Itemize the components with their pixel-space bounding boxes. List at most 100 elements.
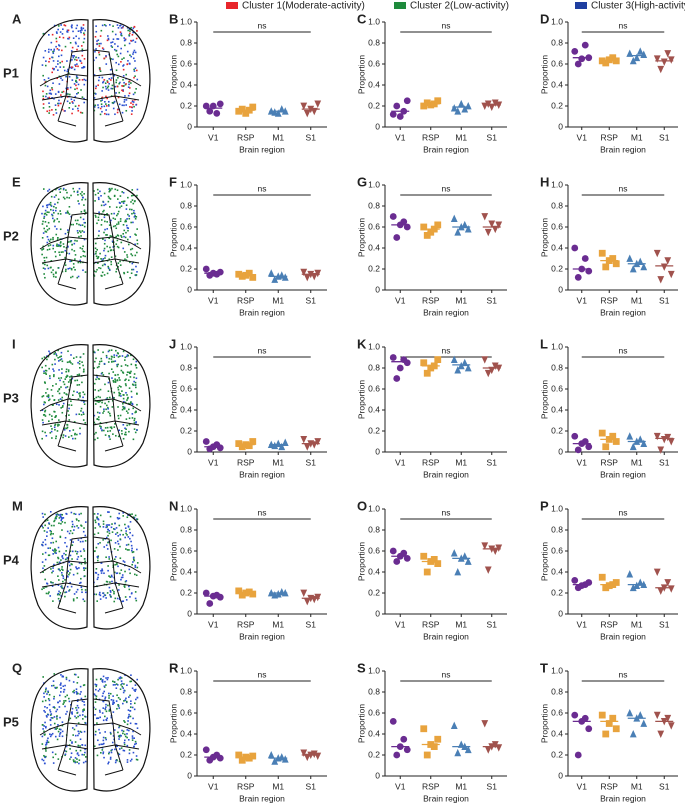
data-point: [310, 595, 318, 604]
brain-dot: [113, 100, 116, 103]
brain-dot: [72, 760, 75, 763]
brain-dot: [113, 101, 115, 104]
brain-dot: [79, 261, 82, 264]
brain-dot: [69, 564, 71, 567]
brain-dot: [73, 99, 76, 102]
brain-dot: [52, 209, 55, 212]
brain-dot: [128, 408, 130, 411]
brain-dot: [128, 80, 131, 83]
brain-dot: [103, 231, 105, 234]
brain-dot: [62, 381, 65, 383]
x-axis-label: Brain region: [600, 469, 646, 479]
brain-dot: [58, 419, 60, 421]
brain-dot: [124, 95, 126, 97]
brain-dot: [136, 403, 138, 406]
brain-dot: [50, 41, 53, 44]
brain-dot: [103, 204, 105, 207]
brain-dot: [130, 40, 133, 42]
brain-dot: [78, 513, 81, 516]
x-axis-label: Brain region: [239, 144, 285, 154]
y-tick-label: 0.4: [180, 566, 192, 576]
brain-dot: [125, 220, 128, 223]
brain-dot: [63, 701, 65, 704]
data-point: [461, 220, 469, 229]
brain-dot: [93, 190, 95, 192]
brain-dot: [71, 707, 74, 710]
brain-dot: [128, 423, 131, 426]
brain-dot: [44, 756, 47, 759]
x-tick-label: RSP: [422, 619, 440, 629]
brain-dot: [123, 700, 125, 702]
brain-dot: [64, 699, 67, 702]
brain-dot: [46, 241, 49, 244]
brain-dot: [51, 363, 54, 366]
brain-dot: [128, 585, 130, 588]
brain-dot: [103, 408, 105, 411]
brain-dot: [94, 50, 96, 53]
brain-dot: [126, 254, 128, 256]
brain-dot: [131, 212, 133, 215]
brain-dot: [127, 29, 130, 32]
brain-dot: [70, 756, 72, 758]
data-point: [427, 101, 435, 109]
brain-dot: [44, 212, 47, 215]
brain-dot: [134, 566, 137, 569]
brain-dot: [128, 430, 130, 433]
brain-dot: [49, 201, 52, 204]
brain-dot: [98, 743, 101, 746]
brain-dot: [107, 38, 110, 41]
significance-label: ns: [442, 20, 451, 30]
brain-dot: [59, 731, 62, 734]
brain-dot: [133, 76, 135, 79]
brain-dot: [83, 730, 86, 733]
brain-dot: [100, 569, 102, 572]
brain-dot: [76, 374, 79, 376]
brain-dot: [60, 77, 62, 80]
y-tick-label: 0.8: [368, 686, 380, 696]
data-point: [400, 218, 408, 226]
brain-dot: [93, 105, 96, 108]
panel-letter: M: [12, 498, 23, 513]
brain-dot: [56, 201, 59, 204]
brain-dot: [106, 678, 109, 681]
brain-dot: [128, 28, 131, 31]
brain-dot: [67, 557, 69, 559]
brain-dot: [129, 403, 131, 405]
brain-dot: [83, 401, 85, 403]
brain-dot: [113, 681, 116, 683]
data-point: [657, 730, 665, 738]
brain-dot: [119, 24, 121, 27]
brain-dot: [130, 102, 132, 104]
y-tick-label: 0.4: [368, 404, 380, 414]
brain-dot: [63, 24, 66, 26]
brain-dot: [79, 356, 82, 359]
brain-dot: [107, 411, 110, 413]
data-point: [403, 359, 411, 367]
brain-dot: [107, 524, 109, 526]
brain-dot: [76, 276, 79, 279]
brain-dot: [119, 355, 121, 357]
brain-dot: [102, 539, 104, 541]
data-point: [454, 366, 462, 374]
brain-dot: [126, 534, 128, 536]
brain-dot: [135, 216, 138, 218]
brain-dot: [66, 100, 69, 103]
brain-dot: [107, 511, 109, 513]
brain-dot: [117, 589, 120, 591]
brain-dot: [55, 353, 57, 355]
brain-dot: [112, 703, 114, 705]
brain-dot: [106, 234, 108, 236]
brain-dot: [134, 722, 137, 725]
y-axis-label: Proportion: [539, 55, 549, 94]
data-point: [629, 56, 637, 65]
data-point: [278, 271, 286, 279]
brain-dot: [49, 710, 52, 713]
brain-dot: [56, 718, 58, 720]
brain-dot: [129, 537, 131, 540]
brain-dot: [125, 104, 127, 106]
brain-dot: [99, 716, 102, 719]
brain-dot: [62, 577, 65, 580]
brain-dot: [102, 201, 105, 203]
brain-dot: [79, 392, 81, 394]
y-tick-label: 1.0: [551, 341, 563, 351]
